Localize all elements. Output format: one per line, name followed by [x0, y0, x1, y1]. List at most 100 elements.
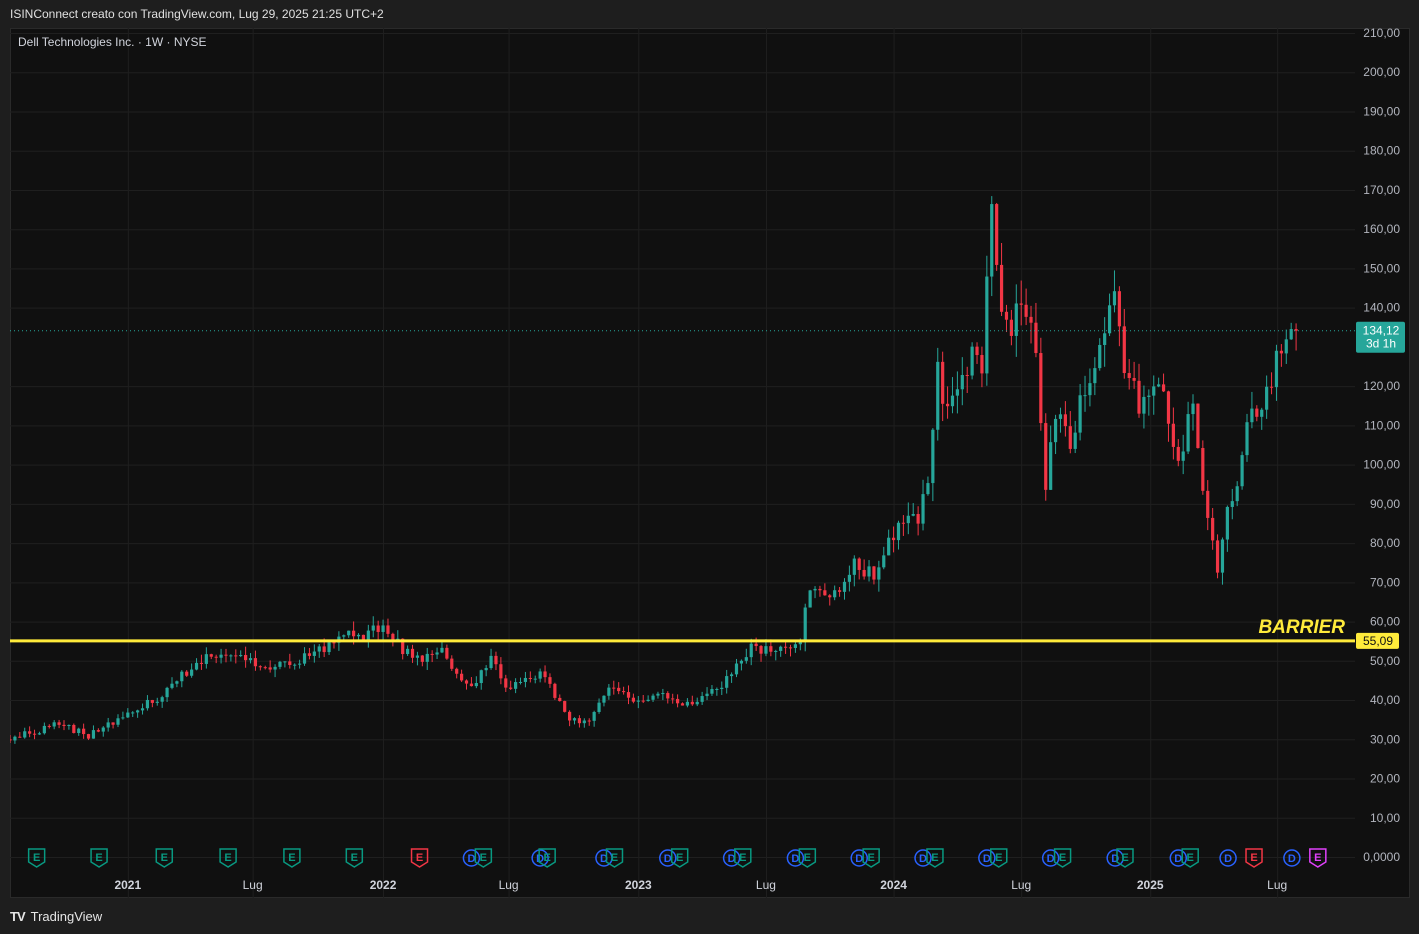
dividend-marker[interactable]: D: [1283, 849, 1301, 867]
earnings-marker[interactable]: E: [283, 848, 301, 868]
dividend-marker[interactable]: D: [462, 849, 481, 867]
earnings-marker[interactable]: E: [474, 848, 493, 868]
candle: [631, 693, 636, 704]
candle: [229, 654, 233, 662]
candle: [533, 675, 537, 684]
candle-body: [729, 674, 734, 677]
earnings-marker[interactable]: E: [219, 848, 237, 868]
candle-body: [985, 276, 989, 374]
earnings-marker[interactable]: E: [410, 848, 429, 868]
candle: [518, 677, 523, 685]
dividend-marker-letter: D: [1111, 853, 1119, 865]
dividend-marker[interactable]: D: [659, 849, 677, 867]
candle-body: [283, 661, 287, 663]
candle: [833, 585, 837, 601]
candle-body: [204, 654, 208, 664]
candle-body: [1196, 403, 1200, 448]
dividend-marker[interactable]: D: [1169, 849, 1188, 867]
candle: [587, 718, 591, 726]
symbol-title[interactable]: Dell Technologies Inc. · 1W · NYSE: [18, 35, 207, 49]
earnings-marker-shape: [538, 848, 556, 868]
earnings-marker-letter: E: [867, 852, 874, 864]
earnings-marker[interactable]: E: [345, 848, 364, 868]
earnings-marker[interactable]: E: [155, 848, 174, 868]
candle-body: [1044, 423, 1048, 490]
candle: [504, 674, 508, 693]
dividend-marker-letter: D: [1288, 853, 1296, 865]
earnings-marker[interactable]: E: [862, 848, 880, 868]
dividend-marker[interactable]: D: [1106, 849, 1124, 867]
candle: [592, 710, 596, 727]
y-axis-tick-label: 10,00: [1370, 811, 1400, 825]
candles: [10, 196, 1298, 744]
chart-panel[interactable]: [10, 28, 1410, 898]
candle-body: [1068, 426, 1072, 449]
candle-body: [101, 727, 105, 732]
candle-body: [528, 677, 532, 679]
candle: [734, 658, 739, 678]
candle: [106, 717, 110, 732]
earnings-marker[interactable]: E: [27, 848, 46, 868]
x-axis-tick-label: Lug: [499, 878, 519, 892]
x-axis-tick-label: 2021: [114, 878, 141, 892]
candle: [62, 720, 66, 731]
candle: [307, 647, 312, 660]
earnings-marker[interactable]: E: [670, 848, 689, 868]
y-axis-tick-label: 20,00: [1370, 772, 1400, 786]
earnings-marker-shape: [1245, 848, 1263, 868]
dividend-marker[interactable]: D: [850, 849, 868, 867]
earnings-marker[interactable]: E: [926, 848, 944, 868]
dividend-marker[interactable]: D: [1219, 849, 1237, 867]
candle: [612, 680, 616, 695]
earnings-marker[interactable]: E: [734, 848, 752, 868]
candle-body: [1147, 395, 1151, 397]
dividend-marker[interactable]: D: [722, 849, 741, 867]
candle: [1142, 385, 1146, 429]
candle-body: [504, 678, 508, 688]
earnings-marker[interactable]: E: [1181, 848, 1199, 868]
earnings-marker[interactable]: E: [1053, 848, 1072, 868]
candle-body: [1161, 384, 1166, 392]
dividend-marker[interactable]: D: [531, 849, 549, 867]
candle: [558, 694, 562, 702]
earnings-marker[interactable]: E: [1309, 848, 1327, 868]
earnings-marker[interactable]: E: [798, 848, 817, 868]
candle-body: [509, 687, 513, 689]
dividend-marker[interactable]: D: [595, 849, 613, 867]
dividend-marker[interactable]: D: [978, 849, 996, 867]
earnings-marker-letter: E: [161, 852, 168, 864]
candle: [116, 714, 120, 728]
earnings-marker[interactable]: E: [90, 848, 108, 868]
candle: [1049, 425, 1053, 490]
candle: [1068, 411, 1072, 454]
earnings-marker[interactable]: E: [990, 848, 1008, 868]
y-axis-tick-label: 90,00: [1370, 497, 1400, 511]
candle: [1034, 302, 1038, 358]
candle: [52, 720, 56, 730]
candle-body: [631, 697, 636, 702]
earnings-marker[interactable]: E: [1245, 848, 1263, 868]
y-axis-tick-label: 180,00: [1363, 144, 1400, 158]
earnings-marker[interactable]: E: [1116, 848, 1134, 868]
candle: [209, 653, 213, 660]
candle: [661, 688, 665, 701]
candle-body: [641, 700, 645, 702]
tradingview-brand[interactable]: TV TradingView: [10, 909, 102, 924]
candle: [1206, 480, 1210, 531]
candle-body: [1024, 304, 1028, 317]
earnings-marker-shape: [219, 848, 237, 868]
earnings-marker-shape: [410, 848, 429, 868]
dividend-marker[interactable]: D: [786, 849, 805, 867]
x-axis-tick-label: 2023: [625, 878, 652, 892]
x-axis-tick-label: Lug: [1267, 878, 1287, 892]
dividend-marker[interactable]: D: [914, 849, 932, 867]
x-axis-tick-label: 2024: [880, 878, 907, 892]
dividend-marker[interactable]: D: [1041, 849, 1060, 867]
y-axis-tick-label: 150,00: [1363, 261, 1400, 275]
candle-body: [867, 566, 871, 577]
earnings-marker[interactable]: E: [538, 848, 556, 868]
earnings-marker[interactable]: E: [605, 848, 624, 868]
candle: [312, 644, 316, 663]
candle: [1235, 481, 1239, 507]
